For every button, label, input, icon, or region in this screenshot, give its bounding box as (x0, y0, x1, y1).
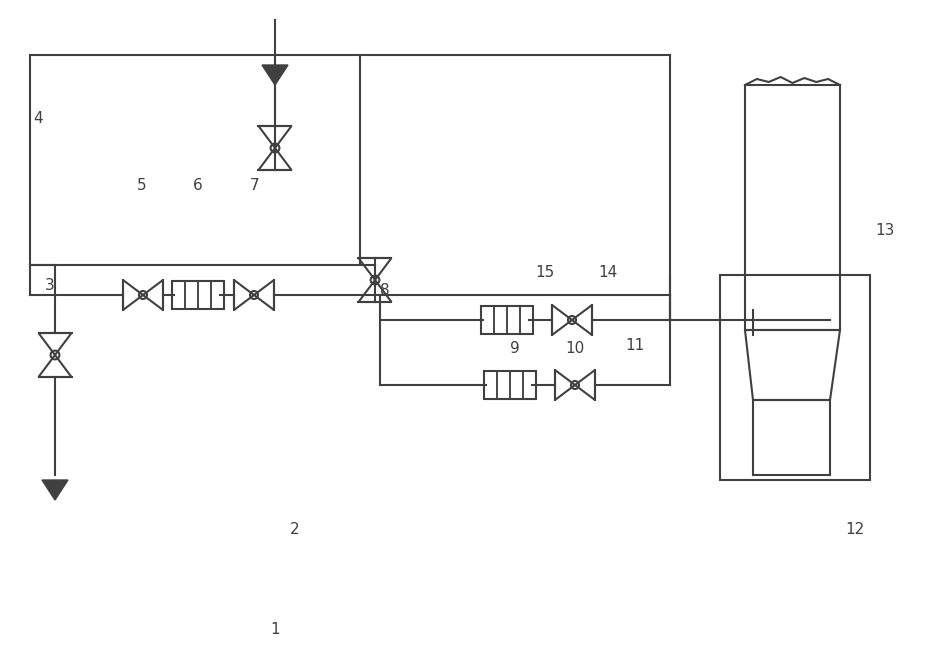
Text: 3: 3 (46, 278, 55, 293)
Text: 9: 9 (511, 341, 520, 355)
Text: 14: 14 (599, 264, 618, 280)
Bar (30, 55, 360, 265)
Text: 4: 4 (33, 110, 43, 125)
Text: 5: 5 (138, 177, 147, 193)
Bar (480, 305, 533, 334)
Polygon shape (42, 480, 68, 500)
Text: 15: 15 (535, 264, 554, 280)
Text: 13: 13 (875, 222, 895, 238)
Bar (172, 281, 224, 309)
Text: 8: 8 (381, 282, 390, 297)
Text: 12: 12 (846, 523, 865, 537)
Bar (720, 275, 870, 480)
Bar (484, 371, 536, 399)
Text: 11: 11 (625, 337, 644, 353)
Text: 1: 1 (270, 623, 280, 637)
Text: 7: 7 (251, 177, 260, 193)
Polygon shape (262, 65, 288, 85)
Text: 6: 6 (194, 177, 203, 193)
Bar (745, 85, 840, 330)
Bar (753, 400, 830, 475)
Text: 10: 10 (566, 341, 585, 355)
Text: 2: 2 (290, 523, 300, 537)
